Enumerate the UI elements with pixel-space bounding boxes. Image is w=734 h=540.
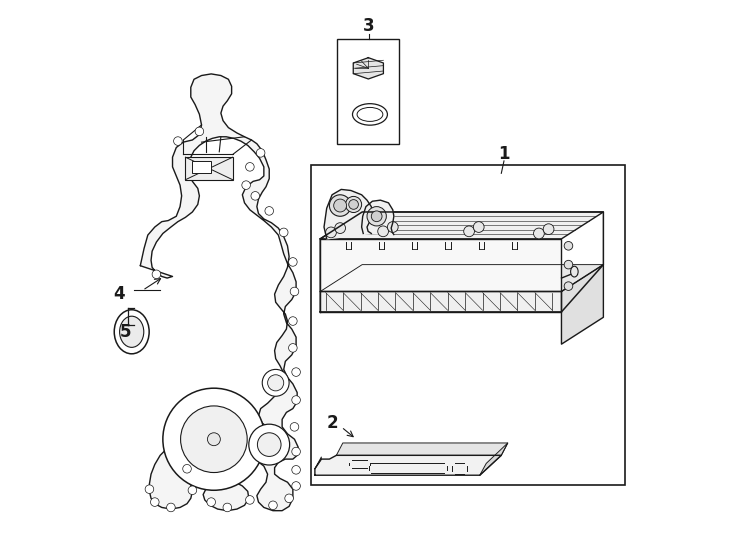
Circle shape bbox=[378, 226, 388, 237]
Circle shape bbox=[388, 221, 398, 232]
Circle shape bbox=[292, 447, 300, 456]
Circle shape bbox=[285, 494, 294, 503]
Circle shape bbox=[564, 260, 573, 269]
Polygon shape bbox=[320, 265, 603, 292]
Bar bbox=[186, 157, 233, 180]
Circle shape bbox=[246, 163, 254, 171]
Polygon shape bbox=[362, 200, 394, 234]
Text: 2: 2 bbox=[327, 414, 338, 432]
Circle shape bbox=[330, 195, 351, 217]
Bar bbox=[338, 39, 399, 144]
Circle shape bbox=[288, 258, 297, 266]
Polygon shape bbox=[336, 443, 508, 455]
Circle shape bbox=[543, 224, 554, 234]
Circle shape bbox=[223, 503, 232, 512]
Circle shape bbox=[564, 282, 573, 291]
Circle shape bbox=[564, 241, 573, 250]
Circle shape bbox=[534, 228, 545, 239]
Polygon shape bbox=[320, 239, 562, 292]
Circle shape bbox=[473, 221, 484, 232]
Circle shape bbox=[251, 192, 260, 200]
Polygon shape bbox=[324, 190, 372, 239]
Circle shape bbox=[349, 200, 358, 210]
Circle shape bbox=[183, 464, 192, 473]
Circle shape bbox=[265, 207, 274, 215]
Circle shape bbox=[280, 228, 288, 237]
Circle shape bbox=[326, 227, 336, 238]
Circle shape bbox=[258, 433, 281, 456]
Ellipse shape bbox=[120, 316, 144, 347]
Text: 4: 4 bbox=[113, 285, 125, 303]
Polygon shape bbox=[320, 292, 562, 312]
Circle shape bbox=[290, 287, 299, 296]
Bar bbox=[310, 165, 625, 485]
Polygon shape bbox=[480, 443, 508, 475]
Circle shape bbox=[288, 343, 297, 352]
Text: 3: 3 bbox=[363, 17, 374, 35]
Text: 1: 1 bbox=[498, 145, 509, 164]
Ellipse shape bbox=[115, 310, 149, 354]
Polygon shape bbox=[315, 455, 501, 475]
Polygon shape bbox=[320, 212, 603, 239]
Circle shape bbox=[464, 226, 474, 237]
Circle shape bbox=[268, 375, 284, 391]
Circle shape bbox=[195, 127, 203, 136]
Circle shape bbox=[174, 137, 182, 145]
Text: 5: 5 bbox=[120, 323, 131, 341]
Circle shape bbox=[150, 498, 159, 507]
Circle shape bbox=[334, 199, 346, 212]
Circle shape bbox=[346, 197, 362, 213]
Circle shape bbox=[292, 396, 300, 404]
Circle shape bbox=[367, 207, 386, 226]
Circle shape bbox=[167, 503, 175, 512]
Circle shape bbox=[208, 433, 220, 446]
Circle shape bbox=[207, 498, 216, 507]
Circle shape bbox=[181, 406, 247, 472]
Circle shape bbox=[292, 368, 300, 376]
Circle shape bbox=[145, 485, 153, 494]
Ellipse shape bbox=[570, 266, 578, 277]
Bar bbox=[192, 161, 211, 173]
Circle shape bbox=[163, 388, 265, 490]
Circle shape bbox=[188, 486, 197, 495]
Circle shape bbox=[269, 501, 277, 510]
Circle shape bbox=[262, 369, 289, 396]
Circle shape bbox=[241, 181, 250, 190]
Circle shape bbox=[290, 423, 299, 431]
Circle shape bbox=[335, 222, 346, 233]
Ellipse shape bbox=[352, 104, 388, 125]
Circle shape bbox=[292, 482, 300, 490]
Polygon shape bbox=[562, 265, 603, 344]
Circle shape bbox=[256, 148, 265, 157]
Polygon shape bbox=[353, 58, 383, 79]
Polygon shape bbox=[140, 74, 298, 511]
Circle shape bbox=[371, 211, 382, 221]
Ellipse shape bbox=[357, 107, 383, 122]
Circle shape bbox=[288, 317, 297, 325]
Circle shape bbox=[246, 496, 254, 504]
Circle shape bbox=[249, 424, 290, 465]
Circle shape bbox=[152, 270, 161, 279]
Circle shape bbox=[292, 465, 300, 474]
